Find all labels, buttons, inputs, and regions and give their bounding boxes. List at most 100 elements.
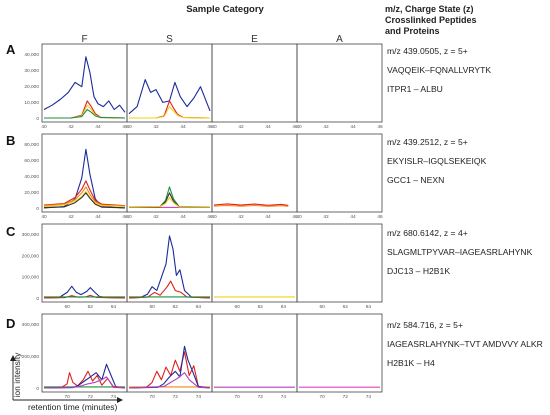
y-tick-label: 0 bbox=[36, 386, 39, 392]
row-b-proteins: GCC1 – NEXN bbox=[387, 175, 445, 185]
x-tick-label: 40 bbox=[126, 214, 132, 220]
series-line bbox=[44, 108, 126, 119]
x-tick-label: 64 bbox=[111, 304, 117, 310]
x-tick-label: 46 bbox=[377, 124, 383, 130]
series-line bbox=[129, 100, 211, 119]
x-tick-label: 44 bbox=[180, 124, 186, 130]
series-line bbox=[128, 79, 211, 115]
x-tick-label: 42 bbox=[153, 214, 159, 220]
y-tick-label: 40,000 bbox=[24, 52, 39, 58]
row-a-info: m/z 439.0505, z = 5+ VAQQEIK–FQNALLVRYTK… bbox=[387, 42, 491, 99]
x-tick-label: 44 bbox=[265, 214, 271, 220]
x-tick-label: 44 bbox=[180, 214, 186, 220]
row-b-peptides: EKYISLR–IGQLSEKEIQK bbox=[387, 156, 487, 166]
row-a-mz: m/z 439.0505, z = 5+ bbox=[387, 46, 468, 56]
series-line bbox=[213, 204, 289, 207]
y-tick-label: 30,000 bbox=[24, 68, 39, 74]
series-line bbox=[43, 56, 126, 113]
x-tick-label: 40 bbox=[126, 124, 132, 130]
y-tick-label: 20,000 bbox=[24, 190, 39, 196]
series-line bbox=[43, 376, 126, 389]
row-d-mz: m/z 584.716, z = 5+ bbox=[387, 320, 463, 330]
x-tick-label: 40 bbox=[41, 124, 47, 130]
right-column-header: m/z, Charge State (z) Crosslinked Peptid… bbox=[385, 4, 550, 37]
y-tick-label: 200,000 bbox=[22, 354, 40, 360]
y-tick-label: 80,000 bbox=[24, 142, 39, 148]
x-tick-label: 42 bbox=[153, 124, 159, 130]
panel-frame bbox=[211, 223, 298, 303]
series-line bbox=[43, 186, 126, 207]
panel-frame bbox=[126, 313, 213, 393]
row-b-mz: m/z 439.2512, z = 5+ bbox=[387, 137, 468, 147]
x-tick-label: 40 bbox=[41, 214, 47, 220]
row-label-c: C bbox=[6, 224, 16, 239]
row-label-b: B bbox=[6, 133, 16, 148]
series-line bbox=[129, 106, 211, 119]
series-line bbox=[128, 192, 211, 208]
y-tick-label: 40,000 bbox=[24, 174, 39, 180]
x-tick-label: 62 bbox=[88, 304, 94, 310]
x-tick-label: 46 bbox=[207, 124, 213, 130]
series-line bbox=[43, 148, 126, 209]
x-tick-label: 44 bbox=[265, 124, 271, 130]
x-tick-label: 46 bbox=[207, 214, 213, 220]
x-tick-label: 42 bbox=[68, 214, 74, 220]
x-tick-label: 42 bbox=[68, 124, 74, 130]
panel-frame bbox=[41, 223, 128, 303]
row-label-d: D bbox=[6, 316, 16, 331]
x-tick-label: 64 bbox=[366, 304, 372, 310]
category-label-f: F bbox=[81, 34, 88, 45]
x-tick-label: 62 bbox=[173, 304, 179, 310]
series-line bbox=[128, 280, 211, 299]
panel-frame bbox=[296, 133, 383, 213]
category-label-s: S bbox=[166, 34, 173, 45]
x-tick-label: 46 bbox=[292, 124, 298, 130]
x-tick-label: 44 bbox=[95, 214, 101, 220]
panel-frame bbox=[126, 43, 213, 123]
x-tick-label: 72 bbox=[173, 394, 179, 400]
x-tick-label: 72 bbox=[258, 394, 264, 400]
x-tick-label: 42 bbox=[323, 214, 329, 220]
panel-frame bbox=[211, 133, 298, 213]
y-tick-label: 100,000 bbox=[22, 275, 40, 281]
x-tick-label: 42 bbox=[238, 214, 244, 220]
panel-frame bbox=[211, 43, 298, 123]
series-line bbox=[128, 196, 211, 208]
row-d-proteins: H2B1K – H4 bbox=[387, 358, 435, 368]
x-axis-label: retention time (minutes) bbox=[28, 402, 118, 412]
series-line bbox=[43, 192, 126, 209]
y-tick-label: 200,000 bbox=[22, 253, 40, 259]
y-tick-label: 10,000 bbox=[24, 100, 39, 106]
header-line-2: Crosslinked Peptides bbox=[385, 15, 477, 25]
x-tick-label: 44 bbox=[350, 124, 356, 130]
series-line bbox=[128, 235, 211, 299]
x-tick-label: 40 bbox=[296, 214, 302, 220]
y-tick-label: 400,000 bbox=[22, 322, 40, 328]
x-tick-label: 64 bbox=[196, 304, 202, 310]
x-tick-label: 62 bbox=[343, 304, 349, 310]
y-axis-label: ion intensity bbox=[12, 352, 22, 398]
panel-frame bbox=[126, 133, 213, 213]
panel-frame bbox=[211, 313, 298, 393]
row-c-info: m/z 680.6142, z = 4+ SLAGMLTPYVAR–IAGEAS… bbox=[387, 224, 532, 281]
y-arrow-head bbox=[10, 355, 16, 361]
y-tick-label: 0 bbox=[36, 296, 39, 302]
x-tick-label: 70 bbox=[149, 394, 155, 400]
x-tick-label: 60 bbox=[234, 304, 240, 310]
y-tick-label: 60,000 bbox=[24, 158, 39, 164]
series-line bbox=[43, 363, 126, 389]
row-c-peptides: SLAGMLTPYVAR–IAGEASRLAHYNK bbox=[387, 247, 533, 257]
x-tick-label: 44 bbox=[95, 124, 101, 130]
row-a-proteins: ITPR1 – ALBU bbox=[387, 84, 443, 94]
y-tick-label: 20,000 bbox=[24, 84, 39, 90]
x-tick-label: 42 bbox=[238, 124, 244, 130]
x-tick-label: 46 bbox=[292, 214, 298, 220]
panel-frame bbox=[296, 313, 383, 393]
row-c-mz: m/z 680.6142, z = 4+ bbox=[387, 228, 468, 238]
x-tick-label: 44 bbox=[350, 214, 356, 220]
row-c-proteins: DJC13 – H2B1K bbox=[387, 266, 451, 276]
row-b-info: m/z 439.2512, z = 5+ EKYISLR–IGQLSEKEIQK… bbox=[387, 133, 486, 190]
row-a-peptides: VAQQEIK–FQNALLVRYTK bbox=[387, 65, 492, 75]
category-label-a: A bbox=[336, 34, 343, 45]
